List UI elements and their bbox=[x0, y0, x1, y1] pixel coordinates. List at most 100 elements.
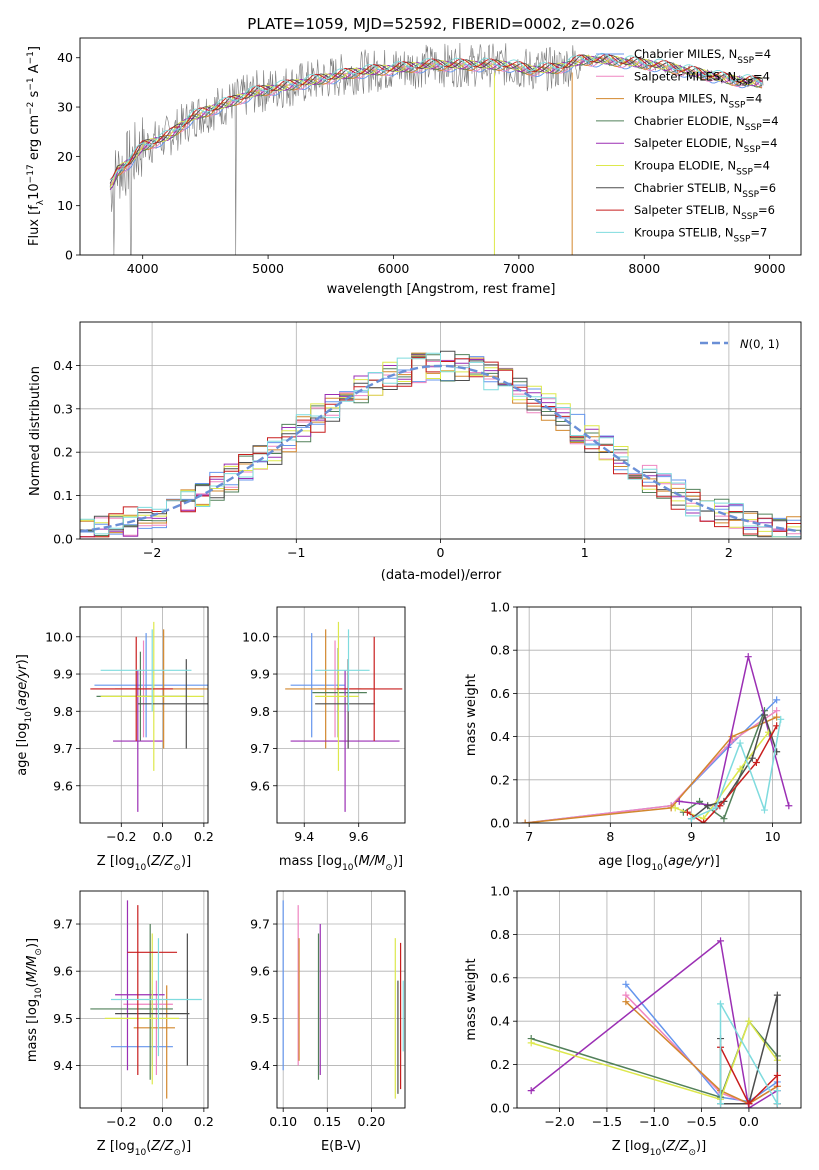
model-spectrum-line bbox=[109, 52, 763, 181]
label-part: SSP bbox=[736, 78, 753, 88]
y-tick-label: 9.6 bbox=[53, 778, 73, 793]
data-point-marker bbox=[521, 819, 529, 823]
x-tick-label: −2 bbox=[143, 545, 161, 560]
y-tick-label: 0.0 bbox=[490, 1101, 510, 1116]
label-part: age/yr bbox=[15, 663, 30, 706]
y-tick-label: 0.4 bbox=[490, 1014, 510, 1029]
label-part: )] bbox=[15, 654, 30, 664]
label-part: =4 bbox=[762, 114, 779, 128]
axes-frame bbox=[516, 606, 802, 824]
plot-area bbox=[285, 621, 403, 812]
y-axis-label: mass weight bbox=[464, 958, 479, 1040]
series-line bbox=[625, 983, 778, 1103]
y-tick-label: 9.4 bbox=[250, 1058, 270, 1073]
x-axis-label: wavelength [Angstrom, rest frame] bbox=[327, 282, 556, 297]
label-part: s bbox=[27, 90, 42, 101]
x-tick-label: −1 bbox=[287, 545, 305, 560]
label-part: )] bbox=[393, 854, 403, 869]
y-tick-label: 9.5 bbox=[53, 1011, 73, 1026]
axes-frame bbox=[79, 606, 209, 824]
x-tick-label: 10 bbox=[765, 829, 781, 844]
data-point-marker bbox=[744, 653, 752, 661]
x-tick-label: −1.0 bbox=[639, 1114, 669, 1129]
x-tick-label: 9.4 bbox=[294, 829, 314, 844]
y-tick-label: 10.0 bbox=[45, 629, 73, 644]
label-part: age [ bbox=[15, 742, 30, 775]
y-tick-label: 9.7 bbox=[250, 741, 270, 756]
y-tick-label: 0.6 bbox=[490, 686, 510, 701]
label-part: =7 bbox=[750, 225, 767, 239]
label-part: ( bbox=[25, 982, 40, 987]
label-part: SSP bbox=[736, 168, 753, 178]
legend-entry: Salpeter ELODIE, NSSP=4 bbox=[634, 136, 777, 155]
y-axis-label: Normed distribution bbox=[28, 366, 43, 496]
chart-title: PLATE=1059, MJD=52592, FIBERID=0002, z=0… bbox=[247, 15, 634, 33]
x-tick-label: −0.2 bbox=[106, 1114, 136, 1129]
data-point-marker bbox=[527, 1087, 535, 1095]
y-tick-label: 10 bbox=[57, 198, 73, 213]
x-tick-label: 7000 bbox=[503, 261, 535, 276]
x-tick-label: 0.10 bbox=[269, 1114, 297, 1129]
data-point-marker bbox=[752, 759, 760, 767]
y-tick-label: 9.9 bbox=[250, 667, 270, 682]
label-part: 10 bbox=[342, 863, 354, 873]
x-tick-label: −0.5 bbox=[686, 1114, 716, 1129]
data-point-marker bbox=[671, 804, 679, 812]
data-point-marker bbox=[785, 802, 793, 810]
label-part: log bbox=[115, 1139, 135, 1154]
data-point-marker bbox=[736, 739, 744, 747]
y-tick-label: 9.7 bbox=[250, 917, 270, 932]
label-part: =6 bbox=[758, 203, 775, 217]
plot-area bbox=[90, 900, 202, 1099]
legend-entry: Chabrier ELODIE, NSSP=4 bbox=[634, 114, 779, 133]
x-tick-label: 0.0 bbox=[153, 1114, 173, 1129]
data-point-marker bbox=[622, 980, 630, 988]
label-part: mass [ bbox=[25, 1019, 40, 1062]
data-point-marker bbox=[683, 808, 691, 816]
x-tick-label: 2 bbox=[725, 545, 733, 560]
label-part: )] bbox=[181, 1139, 191, 1154]
y-tick-label: 20 bbox=[57, 149, 73, 164]
label-part: ] bbox=[27, 46, 42, 51]
model-spectrum-line bbox=[109, 58, 763, 185]
data-point-marker bbox=[717, 937, 725, 945]
label-part: )] bbox=[181, 854, 191, 869]
data-point-marker bbox=[773, 696, 781, 704]
x-tick-label: 0.2 bbox=[194, 1114, 214, 1129]
x-axis-label: (data-model)/error bbox=[381, 568, 502, 583]
x-tick-label: −1.5 bbox=[592, 1114, 622, 1129]
series-line bbox=[691, 712, 778, 820]
x-tick-label: 0 bbox=[437, 545, 445, 560]
label-part: )] bbox=[25, 938, 40, 948]
label-part: =4 bbox=[754, 47, 771, 61]
label-part: Z/Z bbox=[150, 854, 174, 869]
legend-entry: Chabrier MILES, NSSP=4 bbox=[634, 47, 771, 66]
x-tick-label: 9000 bbox=[754, 261, 786, 276]
label-part: =4 bbox=[753, 69, 770, 83]
x-tick-label: 6000 bbox=[378, 261, 410, 276]
x-tick-label: 0.20 bbox=[358, 1114, 386, 1129]
y-tick-label: 9.9 bbox=[53, 667, 73, 682]
axes-frame bbox=[79, 890, 209, 1109]
y-tick-label: 9.5 bbox=[250, 1011, 270, 1026]
data-point-marker bbox=[773, 707, 781, 715]
x-tick-label: 0.0 bbox=[739, 1114, 759, 1129]
label-part: ( bbox=[663, 854, 668, 869]
label-part: Z/Z bbox=[665, 1139, 689, 1154]
series-line bbox=[719, 1000, 779, 1107]
series-line bbox=[530, 1019, 778, 1101]
x-axis-label: Z [log10(Z/Z⊙)] bbox=[612, 1139, 706, 1158]
y-tick-label: 0.2 bbox=[490, 1057, 510, 1072]
plot-area bbox=[80, 350, 801, 538]
histogram-step bbox=[80, 352, 801, 538]
label-part: Salpeter ELODIE, N bbox=[634, 136, 744, 150]
label-part: Z/Z bbox=[150, 1139, 174, 1154]
label-part: =6 bbox=[759, 181, 776, 195]
y-tick-label: 1.0 bbox=[490, 884, 510, 899]
label-part: ( bbox=[661, 1139, 666, 1154]
plot-area bbox=[521, 653, 793, 823]
label-part: Chabrier ELODIE, N bbox=[634, 114, 745, 128]
legend-entry: Kroupa ELODIE, NSSP=4 bbox=[634, 159, 770, 178]
label-part: ⊙ bbox=[688, 1148, 696, 1158]
label-part: =4 bbox=[745, 92, 762, 106]
